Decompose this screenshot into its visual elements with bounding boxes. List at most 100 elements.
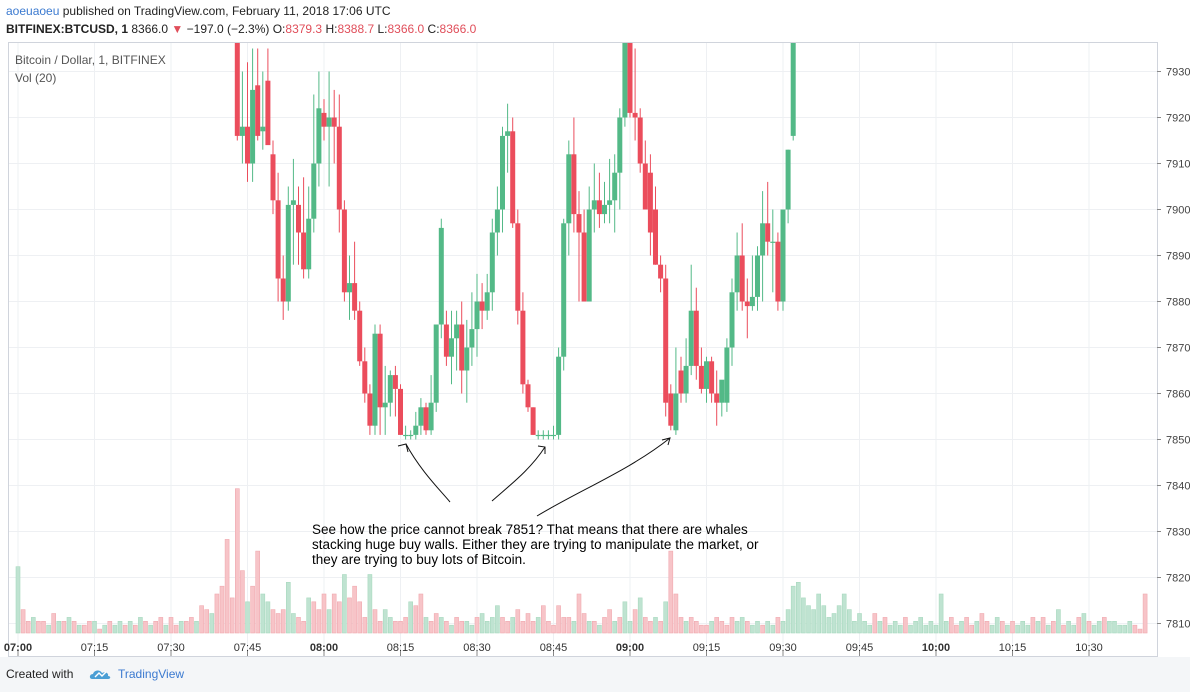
y-tick-label: 7840 xyxy=(1166,481,1190,493)
volume-bar xyxy=(637,597,643,634)
candle-body xyxy=(698,365,704,389)
volume-bar xyxy=(612,620,618,634)
volume-bar xyxy=(801,597,806,634)
candle-body xyxy=(387,375,393,403)
volume-bar xyxy=(709,620,714,634)
volume-bar xyxy=(199,605,204,634)
candle-body xyxy=(423,407,429,431)
volume-bar xyxy=(566,617,572,634)
y-tick-label: 7900 xyxy=(1166,205,1190,217)
volume-bar xyxy=(719,620,725,634)
candle-body xyxy=(367,393,373,426)
candle-body xyxy=(551,434,556,437)
volume-bar xyxy=(444,620,449,634)
high-value: 8388.7 xyxy=(337,22,375,36)
candle-body xyxy=(306,218,312,270)
volume-bar xyxy=(954,624,959,634)
price-chart-svg[interactable]: 7810 7820 7830 7840 7850 7860 7870 7880 7890 7900… xyxy=(0,0,1190,657)
x-tick-label: 10:15 xyxy=(999,642,1027,654)
volume-bar xyxy=(739,617,745,634)
volume-bar xyxy=(642,617,648,634)
volume-bar xyxy=(923,624,929,634)
volume-bar xyxy=(897,624,903,634)
volume-bar xyxy=(1102,617,1107,634)
volume-bar xyxy=(342,574,347,634)
volume-bar xyxy=(994,617,1000,634)
candle-body xyxy=(602,204,607,215)
volume-bar xyxy=(117,620,123,634)
x-tick-label: 08:15 xyxy=(387,642,415,654)
x-tick-label: 07:15 xyxy=(81,642,109,654)
candle-body xyxy=(255,85,261,136)
arrow-head xyxy=(537,445,546,454)
volume-bar xyxy=(76,624,82,634)
candle-body xyxy=(688,310,694,366)
volume-bar xyxy=(260,593,266,634)
candle-body xyxy=(326,117,332,127)
candle-body xyxy=(612,172,618,201)
volume-bar xyxy=(862,620,867,634)
candle-body xyxy=(505,131,511,136)
volume-bar xyxy=(46,624,51,634)
candle-body xyxy=(449,338,454,357)
volume-bar xyxy=(291,613,296,634)
volume-bar xyxy=(296,617,301,634)
x-tick-label: 10:00 xyxy=(922,642,950,654)
x-tick-label: 08:30 xyxy=(463,642,491,654)
candle-body xyxy=(744,301,750,307)
volume-bar xyxy=(418,593,424,634)
tradingview-link[interactable]: TradingView xyxy=(118,667,185,681)
volume-bar xyxy=(979,613,985,634)
volume-bar xyxy=(617,617,623,634)
volume-bar xyxy=(1086,620,1092,634)
volume-bar xyxy=(1040,617,1046,634)
candle-body xyxy=(377,333,383,408)
volume-bar xyxy=(240,570,245,634)
candle-body xyxy=(500,135,505,210)
volume-bar xyxy=(1071,624,1076,634)
volume-bar xyxy=(336,601,342,634)
candle-body xyxy=(617,117,623,173)
author-link[interactable]: aoeuaoeu xyxy=(6,4,60,18)
volume-bar xyxy=(92,620,97,634)
candle-body xyxy=(576,214,582,233)
volume-bar xyxy=(306,597,312,634)
candle-body xyxy=(316,108,322,164)
volume-bar xyxy=(423,617,429,634)
volume-bar xyxy=(469,624,475,634)
volume-bar xyxy=(189,617,194,634)
price-change: −197.0 (−2.3%) xyxy=(186,22,270,36)
candle-body xyxy=(755,255,760,297)
candle-body xyxy=(714,393,720,403)
volume-bar xyxy=(255,550,260,634)
volume-bar xyxy=(530,620,536,634)
volume-bar xyxy=(495,605,500,634)
candle-body xyxy=(454,324,460,339)
volume-bar xyxy=(265,601,271,634)
chart-pane[interactable] xyxy=(8,42,1158,657)
ohlc-line: BITFINEX:BTCUSD, 1 8366.0 ▼ −197.0 (−2.3… xyxy=(6,22,476,36)
volume-bar xyxy=(1035,620,1041,634)
y-tick-label: 7810 xyxy=(1166,619,1190,631)
x-tick-label: 09:45 xyxy=(846,642,874,654)
volume-bar xyxy=(326,609,332,634)
candle-body xyxy=(275,200,281,279)
volume-bar xyxy=(525,613,531,634)
candle-body xyxy=(525,384,531,408)
y-tick-label: 7820 xyxy=(1166,573,1190,585)
volume-bar xyxy=(1112,620,1117,634)
low-value: 8366.0 xyxy=(387,22,425,36)
volume-bar xyxy=(245,601,250,634)
low-label: L: xyxy=(377,22,388,36)
volume-bar xyxy=(591,620,597,634)
volume-bar xyxy=(714,617,720,634)
volume-bar xyxy=(857,613,862,634)
volume-bar xyxy=(1096,620,1102,634)
volume-bar xyxy=(438,617,444,634)
candle-body xyxy=(683,365,689,394)
candle-body xyxy=(566,154,572,224)
candle-body xyxy=(734,255,740,293)
candle-body xyxy=(724,347,730,403)
volume-bar xyxy=(413,605,419,634)
volume-bar xyxy=(974,620,980,634)
